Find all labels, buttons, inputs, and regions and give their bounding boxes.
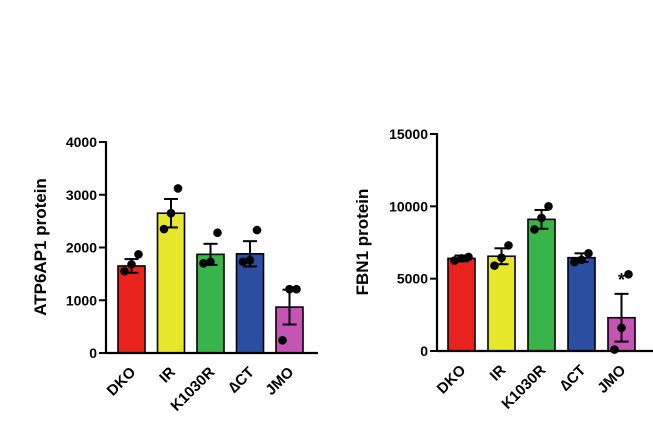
data-point-4-0: [278, 336, 287, 345]
data-point-3-0: [570, 257, 579, 267]
data-point-4-2: [624, 270, 633, 279]
data-point-1-2: [504, 241, 513, 250]
y-tick-label-0: 0: [89, 345, 97, 361]
data-point-4-2: [292, 284, 301, 294]
bar-1: [156, 212, 186, 354]
bar-1: [487, 255, 516, 352]
data-point-1-0: [159, 224, 169, 234]
data-point-0-2: [464, 252, 473, 262]
data-point-0-0: [120, 266, 129, 276]
y-tick-label-2: 10000: [389, 198, 428, 214]
data-point-0-2: [134, 250, 143, 259]
x-tick-label-1: IR: [487, 362, 510, 385]
bar-3: [235, 253, 265, 354]
y-tick-label-1: 1000: [66, 292, 97, 308]
data-point-1-0: [490, 261, 499, 270]
data-point-2-1: [537, 213, 546, 223]
y-axis-title: ATP6AP1 protein: [31, 178, 50, 316]
y-tick-label-4: 4000: [66, 134, 97, 150]
data-point-2-2: [213, 228, 222, 238]
data-point-1-1: [166, 208, 176, 218]
data-point-4-1: [285, 284, 294, 294]
data-point-0-1: [127, 260, 136, 269]
x-tick-label-1: IR: [156, 364, 179, 387]
significance-marker: *: [618, 270, 625, 290]
bar-2: [196, 253, 225, 354]
data-point-1-1: [497, 253, 506, 262]
x-tick-label-3: ∆CT: [225, 364, 258, 397]
data-point-3-2: [584, 249, 593, 258]
x-tick-label-2: K1030R: [498, 362, 549, 413]
data-point-0-0: [450, 256, 459, 265]
data-point-3-2: [252, 225, 262, 235]
bar-0: [447, 257, 476, 352]
data-point-2-2: [544, 202, 553, 211]
y-tick-label-2: 2000: [66, 240, 97, 256]
data-point-0-1: [457, 254, 466, 263]
data-point-3-1: [245, 255, 255, 265]
bar-2: [527, 218, 556, 352]
data-point-2-0: [199, 259, 208, 268]
data-point-3-1: [577, 255, 586, 265]
x-tick-label-4: JMO: [594, 362, 629, 397]
bar-0: [117, 265, 146, 354]
y-tick-label-0: 0: [420, 343, 428, 359]
y-tick-label-3: 15000: [389, 126, 428, 142]
y-tick-label-1: 5000: [397, 271, 428, 287]
y-tick-label-3: 3000: [66, 187, 97, 203]
bar-3: [567, 256, 596, 352]
x-tick-label-4: JMO: [262, 364, 297, 399]
data-point-2-0: [530, 225, 539, 234]
data-point-2-1: [206, 257, 215, 267]
x-tick-label-0: DKO: [104, 364, 140, 400]
data-point-4-1: [617, 323, 626, 333]
data-point-1-2: [173, 184, 183, 193]
y-axis-title: FBN1 protein: [353, 189, 372, 296]
data-point-3-0: [238, 257, 248, 267]
x-tick-label-3: ∆CT: [557, 362, 590, 395]
data-point-4-0: [610, 345, 619, 354]
x-tick-label-2: K1030R: [167, 364, 218, 415]
x-tick-label-0: DKO: [434, 362, 470, 398]
